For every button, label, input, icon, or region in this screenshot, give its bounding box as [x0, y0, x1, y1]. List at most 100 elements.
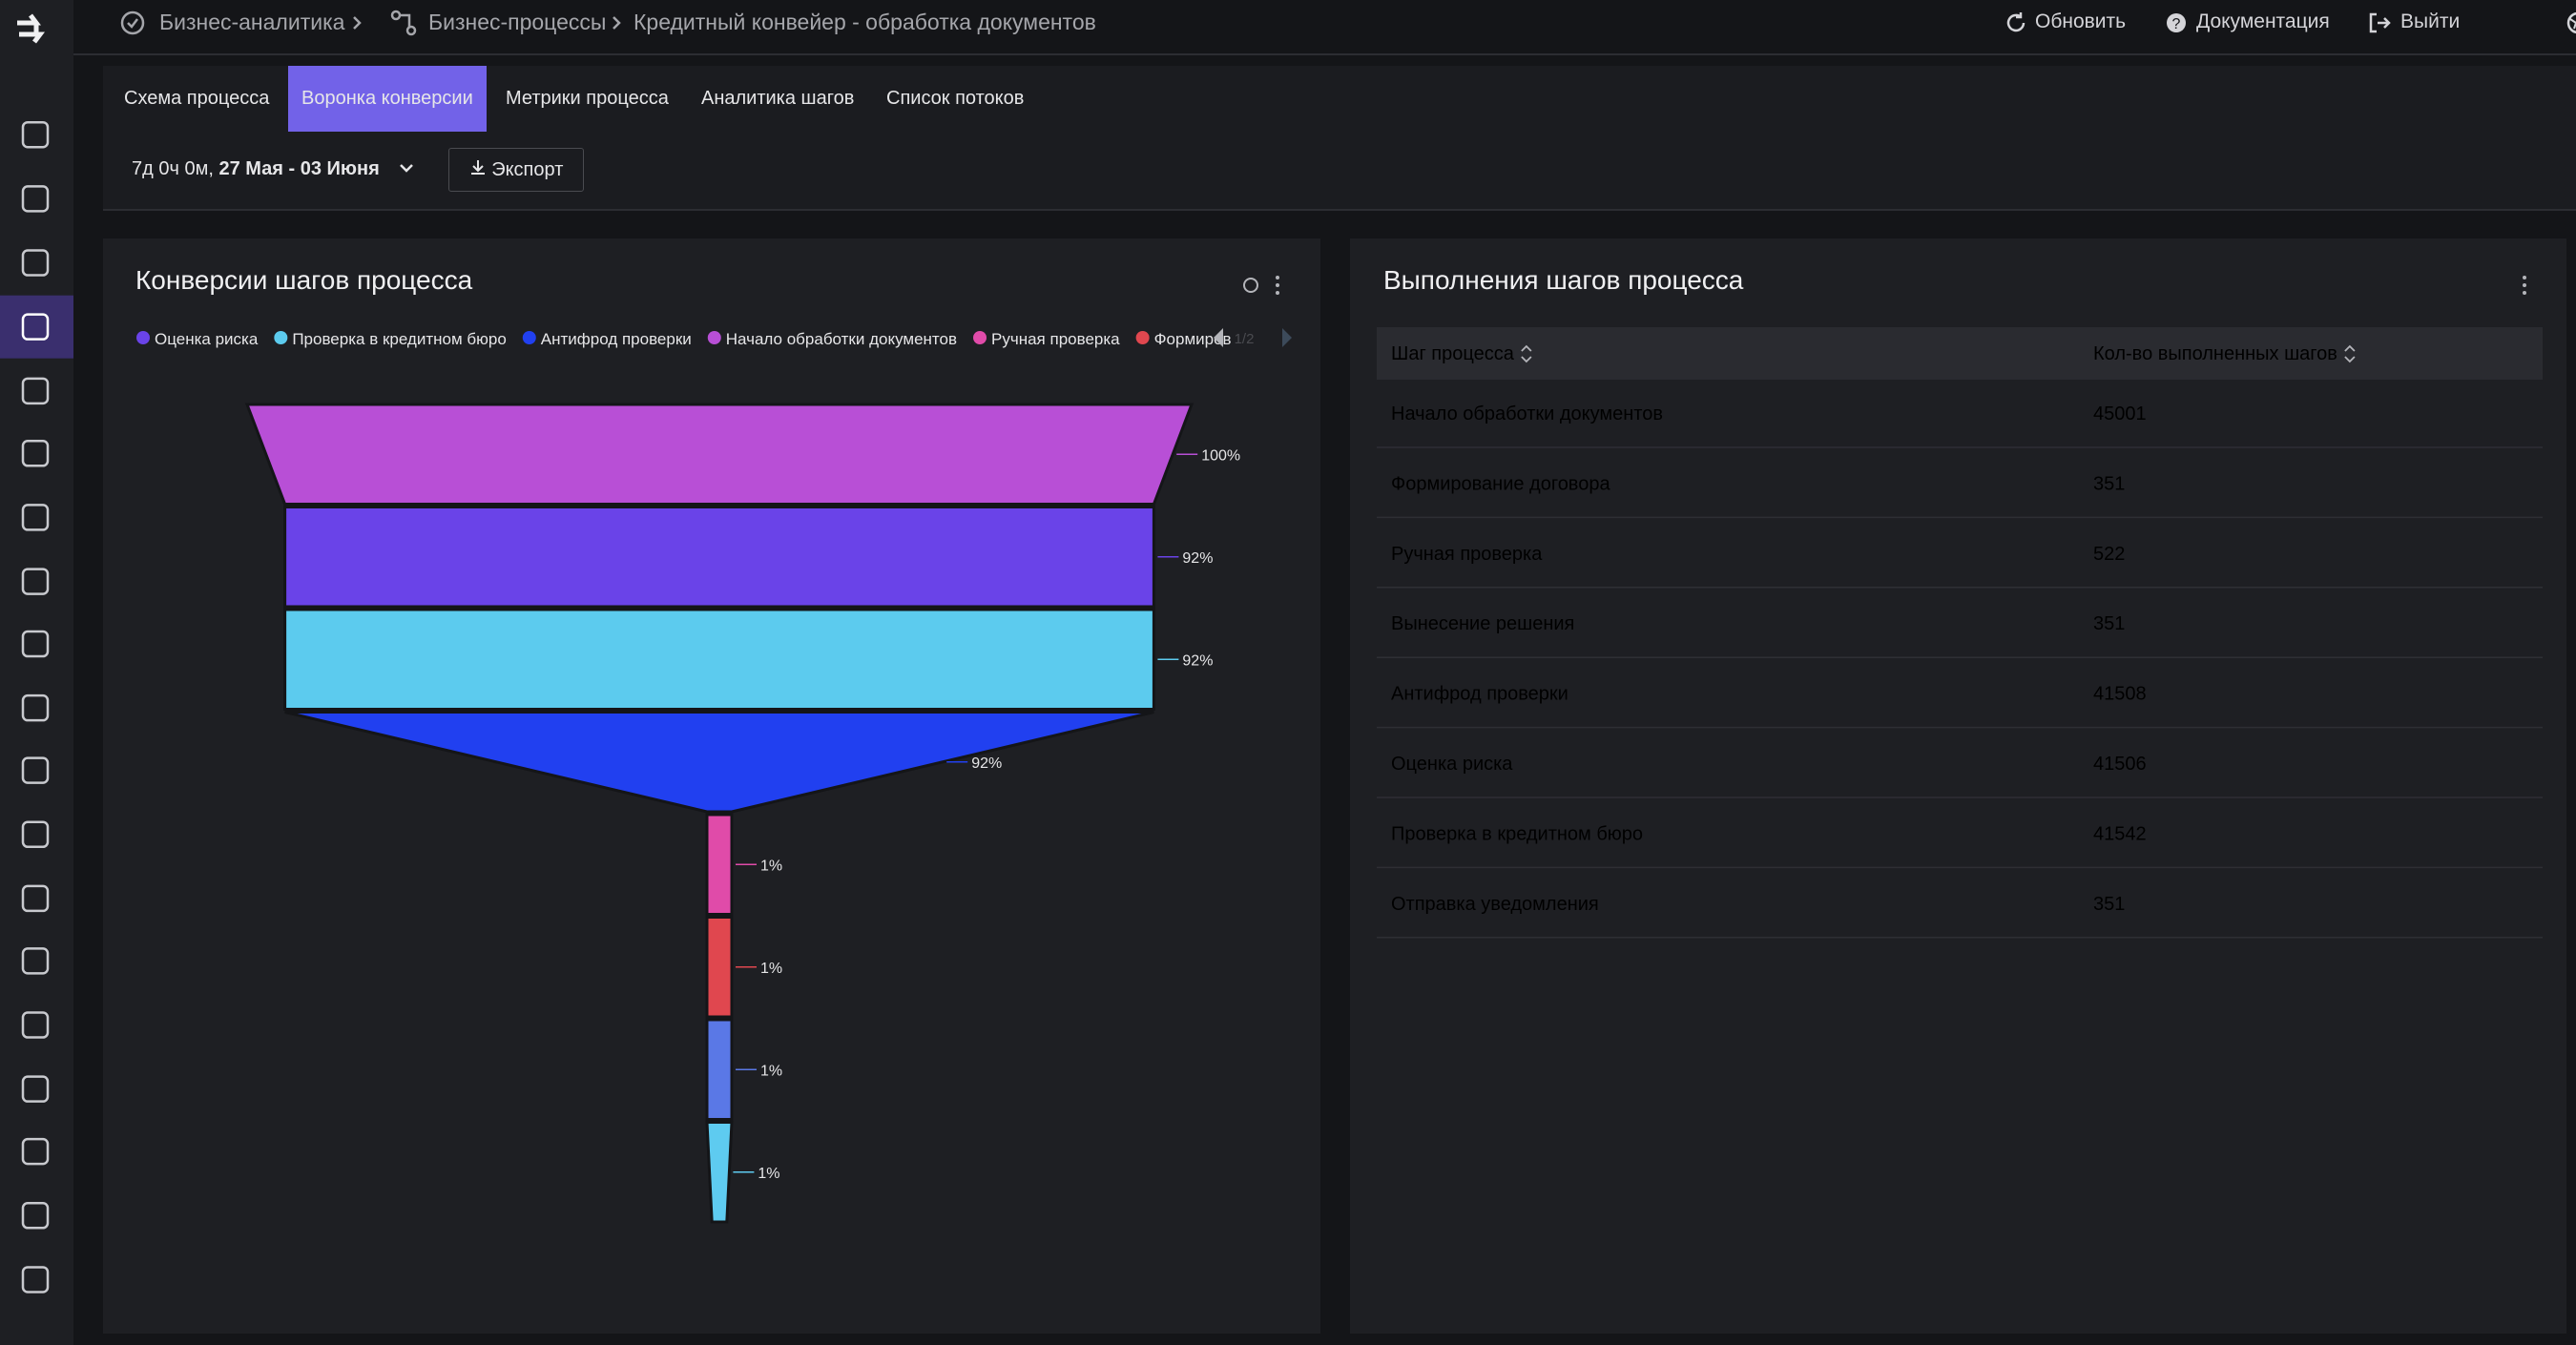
tab[interactable]: Схема процесса — [124, 88, 270, 109]
sort-icon[interactable] — [1521, 344, 1532, 363]
sidebar — [0, 0, 73, 1345]
sidebar-icons — [0, 13, 73, 1293]
language-icon[interactable] — [2565, 10, 2576, 36]
tab[interactable]: Список потоков — [886, 88, 1025, 109]
funnel-segment — [705, 813, 734, 916]
logo — [17, 13, 45, 44]
funnel-segment — [705, 916, 734, 1019]
table-cell: 351 — [2093, 613, 2125, 634]
legend-dot[interactable] — [707, 331, 721, 344]
legend-label[interactable]: Начало обработки документов — [726, 330, 957, 348]
table-cell: Антифрод проверки — [1391, 684, 1568, 705]
funnel-segment — [705, 1018, 734, 1121]
funnel-segment — [244, 403, 1195, 506]
value-label: 92% — [1182, 550, 1213, 567]
date-range: 27 Мая - 03 Июня — [218, 158, 380, 179]
table-header — [1377, 327, 2543, 380]
legend-label[interactable]: Ручная проверка — [991, 330, 1120, 348]
table-cell: 522 — [2093, 544, 2125, 565]
legend-label[interactable]: Антифрод проверки — [541, 330, 692, 348]
nav-icon[interactable] — [21, 1075, 50, 1103]
value-label: 92% — [971, 755, 1002, 772]
value-label: 100% — [1201, 447, 1240, 464]
legend-label[interactable]: Оценка риска — [155, 330, 259, 348]
value-label: 1% — [760, 961, 782, 977]
nav-icon[interactable] — [21, 313, 50, 341]
nav-icon[interactable] — [21, 1137, 50, 1166]
funnel-segment — [283, 506, 1155, 609]
table-cell: Ручная проверка — [1391, 544, 1543, 565]
menu-icon[interactable] — [1276, 276, 1279, 295]
refresh-icon — [2006, 12, 2025, 32]
column-header[interactable]: Кол-во выполненных шагов — [2093, 343, 2337, 364]
nav-icon[interactable] — [21, 120, 50, 149]
breadcrumb[interactable]: Бизнес-процессы — [428, 10, 607, 34]
nav-icon[interactable] — [21, 1202, 50, 1230]
date-filter[interactable]: 7д 0ч 0м, 27 Мая - 03 Июня — [132, 158, 415, 180]
legend-page: 1/2 — [1235, 331, 1255, 347]
tab[interactable]: Аналитика шагов — [701, 88, 855, 109]
download-icon — [470, 160, 485, 175]
tab[interactable]: Воронка конверсии — [288, 66, 487, 132]
help-icon: ? — [2167, 13, 2186, 32]
svg-text:?: ? — [2172, 16, 2181, 32]
legend-label[interactable]: Проверка в кредитном бюро — [292, 330, 506, 348]
funnel-segment — [284, 711, 1154, 814]
nav-icon[interactable] — [21, 884, 50, 913]
table-cell: 41506 — [2093, 754, 2147, 775]
nav-icon[interactable] — [21, 185, 50, 213]
table-cell: 41508 — [2093, 684, 2147, 705]
table-cell: Оценка риска — [1391, 754, 1513, 775]
refresh-button[interactable]: Обновить — [2035, 10, 2127, 32]
panel-title: Выполнения шагов процесса — [1383, 265, 1744, 295]
legend-next[interactable] — [1282, 328, 1292, 347]
table-cell: 45001 — [2093, 404, 2147, 424]
info-icon[interactable] — [1243, 278, 1258, 293]
nav-icon[interactable] — [21, 249, 50, 277]
nav-icon[interactable] — [21, 1266, 50, 1293]
nav-icon[interactable] — [21, 820, 50, 849]
panel-title: Конверсии шагов процесса — [135, 265, 473, 295]
table-cell: 351 — [2093, 473, 2125, 494]
value-label: 92% — [1182, 652, 1213, 669]
nav-icon[interactable] — [21, 947, 50, 975]
value-label: 1% — [760, 858, 782, 874]
legend-label[interactable]: Формиров — [1154, 330, 1232, 348]
export-button[interactable]: Экспорт — [448, 148, 584, 192]
legend-dot[interactable] — [1135, 331, 1150, 344]
breadcrumb[interactable]: Бизнес-аналитика — [159, 10, 345, 34]
docs-button[interactable]: Документация — [2196, 10, 2330, 32]
analytics-icon — [120, 10, 145, 35]
table-panel: Выполнения шагов процесса Шаг процесса Ко… — [1350, 238, 2566, 1334]
process-icon — [390, 10, 417, 36]
legend-prev[interactable] — [1214, 328, 1223, 347]
nav-icon[interactable] — [21, 568, 50, 595]
logout-icon — [2369, 12, 2391, 33]
menu-icon[interactable] — [2523, 276, 2526, 295]
value-label: 1% — [758, 1166, 779, 1182]
legend-dot[interactable] — [522, 331, 536, 344]
active-nav-bg — [0, 295, 73, 359]
nav-icon[interactable] — [21, 377, 50, 405]
nav-icon[interactable] — [21, 440, 50, 467]
table-cell: Проверка в кредитном бюро — [1391, 823, 1643, 844]
column-header[interactable]: Шаг процесса — [1391, 343, 1515, 364]
top-bar: Бизнес-аналитика Бизнес-процессы Кредитн… — [73, 0, 2576, 55]
table-cell: Вынесение решения — [1391, 613, 1574, 634]
duration: 7д 0ч 0м, — [132, 158, 214, 179]
legend-dot[interactable] — [136, 331, 150, 344]
funnel-segment — [283, 608, 1155, 711]
logout-button[interactable]: Выйти — [2400, 10, 2461, 32]
sort-icon[interactable] — [2344, 344, 2356, 363]
funnel-segment — [705, 1121, 734, 1224]
nav-icon[interactable] — [21, 756, 50, 784]
legend-dot[interactable] — [274, 331, 288, 344]
nav-icon[interactable] — [21, 630, 50, 658]
table-cell: Начало обработки документов — [1391, 404, 1663, 424]
nav-icon[interactable] — [21, 693, 50, 722]
legend-dot[interactable] — [973, 331, 987, 344]
tabs: Схема процесса Воронка конверсии Метрики п… — [103, 66, 2576, 133]
tab[interactable]: Метрики процесса — [506, 88, 669, 109]
nav-icon[interactable] — [21, 504, 50, 531]
nav-icon[interactable] — [21, 1011, 50, 1039]
